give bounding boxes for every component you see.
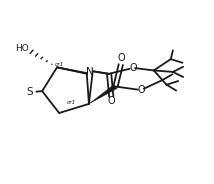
Text: O: O (108, 96, 116, 107)
Text: O: O (138, 85, 146, 95)
Text: S: S (26, 87, 33, 97)
Text: or1: or1 (67, 100, 76, 105)
Text: O: O (129, 63, 137, 72)
Text: or1: or1 (54, 63, 63, 68)
Text: HO: HO (16, 44, 29, 53)
Text: N: N (86, 67, 94, 77)
Polygon shape (89, 85, 117, 104)
Text: O: O (118, 53, 125, 63)
